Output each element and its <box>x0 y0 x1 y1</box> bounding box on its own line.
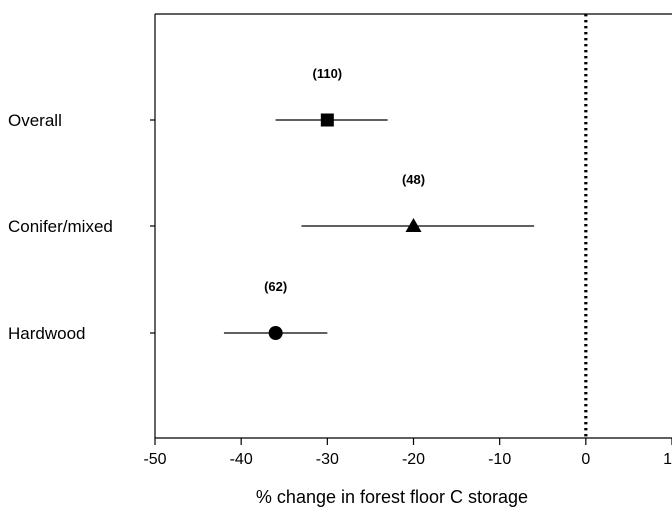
category-label: Conifer/mixed <box>8 217 113 236</box>
y-axis-ticks <box>150 119 155 334</box>
x-axis-title: % change in forest floor C storage <box>256 487 528 507</box>
sample-size-label: (110) <box>313 66 343 81</box>
forest-row-hardwood: (62) <box>223 279 328 340</box>
sample-size-label: (48) <box>402 172 425 187</box>
sample-size-label: (62) <box>264 279 287 294</box>
x-tick-label: -40 <box>230 451 253 468</box>
triangle-marker <box>405 218 422 232</box>
x-tick-label: -10 <box>488 451 511 468</box>
category-labels: Overall Conifer/mixed Hardwood <box>8 111 113 343</box>
forest-row-overall: (110) <box>275 66 388 127</box>
x-tick-label: 10 <box>663 451 672 468</box>
x-tick-label: -50 <box>143 451 166 468</box>
category-label: Hardwood <box>8 324 86 343</box>
square-marker <box>320 113 334 127</box>
x-axis-ticks: -50 -40 -30 -20 -10 0 10 <box>143 438 672 468</box>
forest-row-conifer-mixed: (48) <box>301 172 535 232</box>
data-marks: (110) (48) (62) <box>223 66 535 340</box>
x-tick-label: -20 <box>402 451 425 468</box>
category-label: Overall <box>8 111 62 130</box>
x-tick-label: 0 <box>581 451 590 468</box>
circle-marker <box>268 326 283 340</box>
x-tick-label: -30 <box>316 451 339 468</box>
